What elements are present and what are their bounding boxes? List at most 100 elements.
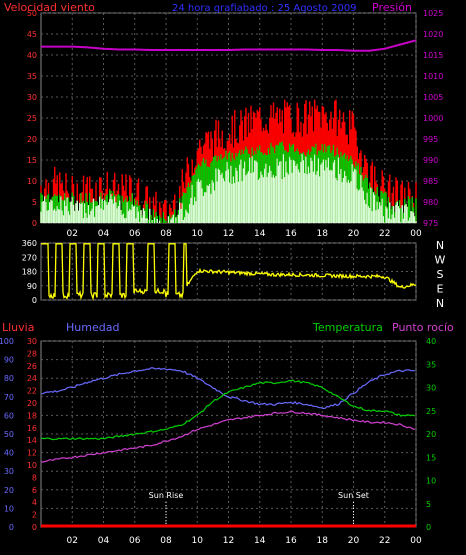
y-tick-label-humidity: 30 <box>4 467 14 476</box>
y-tick-label-direction: 0 <box>32 296 37 305</box>
y-tick-label-rain: 14 <box>27 436 37 445</box>
y-tick-label-rain: 6 <box>32 486 37 495</box>
x-tick-label: 10 <box>192 229 204 239</box>
dewpoint-title: Punto rocío <box>392 321 454 334</box>
y-tick-label-rain: 0 <box>32 523 37 532</box>
y-tick-label-humidity: 100 <box>0 337 14 346</box>
x-tick-label: 08 <box>160 229 172 239</box>
y-tick-label-rain: 20 <box>27 399 37 408</box>
y-tick-label-humidity: 40 <box>4 449 14 458</box>
y-tick-label-humidity: 20 <box>4 486 14 495</box>
sun-marker-label: Sun Rise <box>149 491 184 500</box>
x-tick-label: 18 <box>317 536 329 546</box>
y-tick-label-rain: 18 <box>27 411 37 420</box>
humidity-line <box>40 367 415 409</box>
y-tick-label-temperature: 20 <box>426 430 436 439</box>
x-tick-label: 14 <box>254 536 266 546</box>
y-tick-label-rain: 2 <box>32 511 37 520</box>
y-tick-label-wind: 45 <box>27 30 37 39</box>
y-tick-label-rain: 26 <box>27 362 37 371</box>
y-tick-label-pressure: 1005 <box>423 93 443 102</box>
y-tick-label-humidity: 0 <box>9 523 14 532</box>
y-tick-label-wind: 40 <box>27 51 37 60</box>
y-tick-label-temperature: 35 <box>426 360 436 369</box>
y-tick-label-humidity: 70 <box>4 393 14 402</box>
x-tick-label: 16 <box>285 229 297 239</box>
y-tick-label-humidity: 90 <box>4 356 14 365</box>
y-tick-label-wind: 25 <box>27 114 37 123</box>
y-tick-label-wind: 35 <box>27 72 37 81</box>
y-tick-label-humidity: 80 <box>4 374 14 383</box>
rain-title: Lluvia <box>2 321 34 334</box>
x-tick-label: 14 <box>254 229 266 239</box>
x-tick-label: 16 <box>285 536 297 546</box>
y-tick-label-direction: 270 <box>22 253 37 262</box>
temp-humidity-panel: 0102030405060708090100024681012141618202… <box>0 337 436 546</box>
y-tick-label-pressure: 1015 <box>423 51 443 60</box>
compass-letter: W <box>435 254 446 267</box>
y-tick-label-wind: 5 <box>32 198 37 207</box>
y-tick-label-humidity: 60 <box>4 411 14 420</box>
x-tick-label: 10 <box>192 536 204 546</box>
x-tick-label: 00 <box>410 229 422 239</box>
x-tick-label: 06 <box>129 229 141 239</box>
x-tick-label: 02 <box>67 536 78 546</box>
y-tick-label-rain: 8 <box>32 473 37 482</box>
y-tick-label-humidity: 10 <box>4 504 14 513</box>
y-tick-label-temperature: 25 <box>426 407 436 416</box>
dewpoint-line <box>40 410 416 463</box>
x-tick-label: 20 <box>348 536 360 546</box>
temperature-line <box>40 379 416 441</box>
compass-letter: N <box>436 239 444 252</box>
x-tick-label: 20 <box>348 229 360 239</box>
wind-speed-title: Velocidad viento <box>4 1 95 14</box>
y-tick-label-wind: 50 <box>27 9 37 18</box>
y-tick-label-temperature: 30 <box>426 384 436 393</box>
y-tick-label-rain: 30 <box>27 337 37 346</box>
y-tick-label-temperature: 0 <box>426 523 431 532</box>
wind-direction-line <box>41 243 417 301</box>
x-tick-label: 04 <box>98 229 110 239</box>
y-tick-label-pressure: 995 <box>423 135 438 144</box>
wind-pressure-panel: 0510152025303540455097598098599099510001… <box>27 9 444 239</box>
y-tick-label-pressure: 1020 <box>423 30 443 39</box>
y-tick-label-pressure: 975 <box>423 219 438 228</box>
x-tick-label: 12 <box>223 536 234 546</box>
sun-marker-label: Sun Set <box>338 491 369 500</box>
y-tick-label-wind: 10 <box>27 177 37 186</box>
x-tick-label: 08 <box>160 536 172 546</box>
compass-letter: E <box>437 283 444 296</box>
y-tick-label-rain: 4 <box>32 498 37 507</box>
x-tick-label: 04 <box>98 536 110 546</box>
y-tick-label-temperature: 5 <box>426 500 431 509</box>
y-tick-label-pressure: 1010 <box>423 72 443 81</box>
x-tick-label: 02 <box>67 229 78 239</box>
pressure-line <box>41 39 417 52</box>
y-tick-label-wind: 20 <box>27 135 37 144</box>
x-tick-label: 22 <box>379 229 390 239</box>
y-tick-label-temperature: 10 <box>426 477 436 486</box>
x-tick-label: 12 <box>223 229 234 239</box>
y-tick-label-pressure: 1025 <box>423 9 443 18</box>
humidity-title: Humedad <box>66 321 119 334</box>
y-tick-label-rain: 12 <box>27 449 37 458</box>
y-tick-label-direction: 180 <box>22 268 37 277</box>
x-tick-label: 22 <box>379 536 390 546</box>
pressure-title: Presión <box>372 1 412 14</box>
x-tick-label: 00 <box>410 536 422 546</box>
compass-letter: N <box>436 297 444 310</box>
y-tick-label-wind: 0 <box>32 219 37 228</box>
y-tick-label-pressure: 980 <box>423 198 438 207</box>
y-tick-label-direction: 360 <box>22 239 37 248</box>
y-tick-label-rain: 28 <box>27 349 37 358</box>
y-tick-label-wind: 30 <box>27 93 37 102</box>
compass-letter: S <box>437 268 444 281</box>
y-tick-label-direction: 90 <box>27 282 37 291</box>
date-title: 24 hora grafiabado : 25 Agosto 2009 <box>172 3 357 14</box>
y-tick-label-temperature: 15 <box>426 453 436 462</box>
y-tick-label-rain: 16 <box>27 424 37 433</box>
y-tick-label-pressure: 1000 <box>423 114 443 123</box>
